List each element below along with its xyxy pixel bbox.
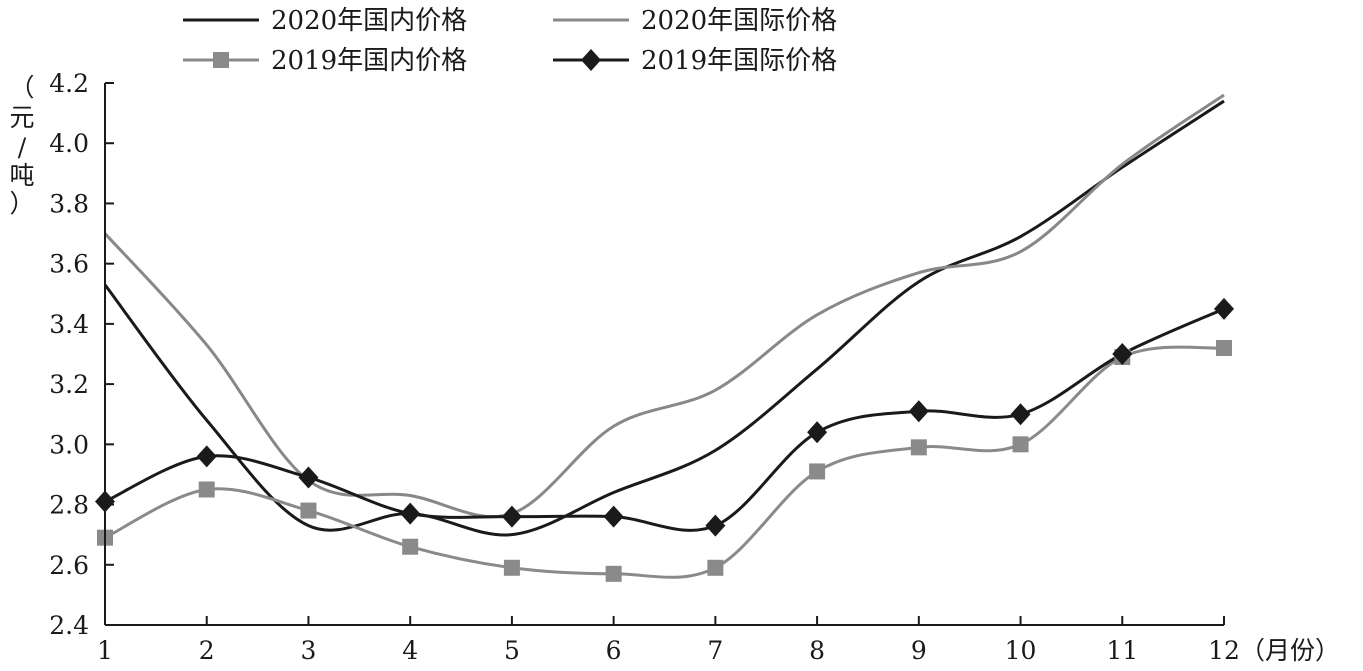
y-tick-label: 2.8 (49, 491, 89, 520)
data-point-3 (807, 421, 828, 444)
x-tick-label: 2 (199, 636, 215, 665)
data-point-3 (1112, 343, 1133, 365)
x-axis-label: （月份） (1240, 636, 1340, 665)
series-line-1 (103, 93, 1225, 519)
x-tick-label: 11 (1106, 636, 1138, 665)
data-point-2 (1012, 436, 1029, 453)
x-tick-label: 6 (606, 636, 622, 665)
data-point-3 (1010, 403, 1031, 426)
y-tick-label: 2.6 (49, 551, 89, 580)
y-axis-label-char: ） (9, 189, 34, 218)
legend-marker-2 (213, 52, 229, 68)
data-point-3 (196, 445, 217, 468)
x-tick-label: 1 (97, 636, 113, 665)
legend: 2020年国内价格 2020年国际价格 2019年国内价格 2019年国际价格 (183, 6, 837, 76)
y-tick-label: 3.2 (49, 370, 89, 399)
data-point-2 (910, 439, 927, 456)
y-axis-label-char: （ (9, 73, 34, 102)
legend-label-3: 2019年国际价格 (641, 46, 837, 76)
x-tick-label: 3 (301, 636, 317, 665)
legend-label-0: 2020年国内价格 (271, 6, 467, 36)
data-point-2 (1216, 339, 1232, 356)
y-tick-label: 3.0 (49, 430, 89, 459)
y-tick-label: 4.2 (49, 69, 89, 98)
data-point-3 (298, 466, 319, 489)
y-axis-label: （元/吨） (9, 73, 34, 218)
data-point-2 (300, 502, 317, 519)
data-point-2 (809, 463, 826, 480)
x-tick-label: 5 (504, 636, 520, 665)
y-tick-label: 3.4 (49, 310, 89, 339)
series-line-2 (104, 345, 1225, 579)
y-tick-label: 4.0 (49, 129, 89, 158)
x-tick-label: 12 (1208, 636, 1240, 665)
data-point-3 (603, 505, 624, 528)
legend-label-1: 2020年国际价格 (641, 6, 837, 36)
series-line-0 (103, 99, 1225, 537)
x-tick-label: 8 (809, 636, 825, 665)
data-point-3 (400, 502, 421, 525)
data-point-3 (501, 505, 522, 528)
data-point-3 (705, 514, 726, 537)
axes: 2.42.62.83.03.23.43.63.84.04.21 2 3 4 5 6 7 8 9 1… (49, 69, 1240, 665)
data-point-2 (503, 559, 520, 576)
y-tick-label: 3.8 (49, 189, 89, 218)
legend-marker-3 (581, 49, 601, 71)
data-point-3 (908, 400, 929, 423)
y-axis-label-char: / (18, 133, 27, 162)
x-tick-label: 4 (402, 636, 418, 665)
data-point-3 (1214, 297, 1234, 320)
data-point-2 (198, 481, 215, 498)
x-tick-label: 9 (911, 636, 927, 665)
y-axis-label-char: 元 (9, 103, 34, 132)
data-point-2 (707, 559, 724, 576)
y-tick-label: 3.6 (49, 250, 89, 279)
y-tick-label: 2.4 (49, 611, 89, 640)
x-tick-label: 10 (1005, 636, 1037, 665)
y-axis-label-char: 吨 (9, 161, 34, 190)
data-point-2 (402, 538, 419, 555)
data-point-2 (605, 565, 622, 582)
plot-area (95, 93, 1234, 582)
x-tick-label: 7 (707, 636, 723, 665)
legend-label-2: 2019年国内价格 (271, 46, 467, 76)
